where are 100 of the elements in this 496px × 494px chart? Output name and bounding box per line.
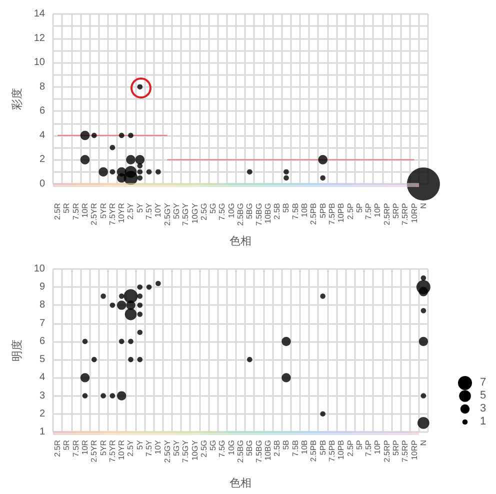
y-tick-label: 12	[34, 32, 46, 44]
x-tick-label: 10YR	[117, 440, 126, 460]
x-tick-label: 10G	[226, 203, 236, 218]
x-tick-label: 7.5YR	[108, 440, 117, 462]
x-tick-label: 5BG	[245, 203, 254, 220]
x-tick-label: 2.5B	[272, 203, 282, 220]
x-tick-label: 10G	[226, 440, 236, 456]
x-tick-label: 2.5YR	[90, 202, 99, 226]
x-tick-label: 5G	[208, 203, 218, 214]
x-tick-label: 5B	[282, 440, 291, 450]
x-tick-label: 7.5R	[71, 202, 80, 220]
y-tick-label: 5	[39, 354, 46, 366]
x-tick-label: 7.5P	[364, 440, 374, 456]
y-tick-label: 2	[39, 408, 46, 420]
x-tick-label: 5BG	[245, 440, 254, 456]
x-tick-label: 5YR	[98, 440, 108, 456]
x-tick-label: 7.5P	[364, 203, 374, 220]
x-tick-label: 2.5GY	[162, 202, 172, 226]
x-tick-label: 7.5R	[71, 440, 80, 457]
x-tick-label: 5RP	[391, 440, 400, 456]
y-tick-label: 0	[39, 178, 46, 190]
x-tick-label: 7.5B	[290, 203, 300, 220]
x-tick-label: N	[418, 202, 428, 209]
y-tick-label: 10	[34, 264, 46, 274]
y-axis-title: 彩度	[10, 88, 24, 110]
x-tick-label: 5GY	[172, 439, 181, 456]
y-tick-label: 3	[39, 390, 46, 402]
x-tick-label: 10RP	[410, 440, 419, 460]
x-tick-label: 10R	[80, 440, 90, 455]
x-tick-label: 7.5RP	[400, 203, 410, 226]
x-tick-label: 7.5B	[290, 440, 300, 456]
x-tick-label: 10P	[373, 203, 382, 218]
x-tick-label: 2.5R	[53, 440, 62, 457]
y-axis-title: 明度	[10, 340, 24, 362]
x-tick-label: 10B	[300, 203, 310, 218]
legend-label: 5	[480, 390, 486, 402]
y-tick-label: 7	[39, 318, 46, 329]
y-tick-label: 2	[39, 154, 46, 166]
x-tick-label: 5G	[208, 440, 218, 451]
x-tick-label: 10PB	[336, 203, 346, 223]
x-tick-label: 2.5PB	[309, 203, 318, 225]
x-tick-label: 2.5G	[199, 203, 208, 220]
x-tick-label: 7.5PB	[327, 203, 336, 225]
x-tick-label: N	[418, 440, 428, 446]
y-tick-label: 4	[39, 372, 46, 384]
x-tick-label: 5RP	[391, 203, 400, 219]
x-tick-label: 2.5PB	[309, 440, 318, 462]
x-axis-title: 色相	[230, 234, 252, 248]
y-tick-label: 9	[39, 282, 46, 293]
x-tick-label: 7.5GY	[181, 439, 190, 463]
x-tick-label: 5YR	[98, 202, 108, 219]
x-tick-label: 7.5GY	[181, 202, 190, 226]
x-tick-label: 5B	[282, 203, 291, 213]
x-tick-label: 7.5BG	[254, 203, 264, 226]
legend-label: 7	[480, 376, 486, 388]
y-tick-label: 4	[39, 130, 46, 141]
x-tick-label: 10P	[373, 440, 382, 454]
x-tick-label: 10B	[300, 440, 310, 454]
x-tick-label: 10PB	[336, 440, 346, 460]
y-tick-label: 8	[39, 81, 46, 92]
x-tick-label: 2.5R	[53, 202, 62, 220]
x-tick-label: 10RP	[410, 203, 419, 224]
x-tick-label: 2.5YR	[90, 440, 99, 462]
x-tick-label: 5PB	[318, 440, 328, 456]
x-tick-label: 2.5P	[346, 440, 355, 456]
x-tick-label: 7.5G	[218, 203, 227, 220]
x-tick-label: 5Y	[135, 439, 144, 450]
x-tick-label: 5P	[354, 440, 364, 450]
y-tick-label: 1	[39, 426, 46, 438]
x-tick-label: 5GY	[172, 202, 181, 220]
x-tick-label: 7.5PB	[327, 440, 336, 462]
x-tick-label: 7.5RP	[400, 440, 410, 462]
x-tick-label: 10BG	[263, 203, 272, 224]
x-tick-label: 7.5YR	[108, 202, 117, 226]
x-tick-label: 2.5BG	[236, 203, 245, 226]
x-tick-label: 7.5Y	[144, 439, 154, 456]
y-tick-label: 8	[39, 300, 46, 311]
x-tick-label: 10R	[80, 202, 90, 218]
x-tick-label: 10BG	[263, 440, 272, 460]
x-tick-label: 10GY	[190, 439, 200, 460]
legend-label: 3	[480, 402, 486, 414]
x-tick-label: 10Y	[154, 202, 163, 218]
x-tick-label: 2.5Y	[126, 202, 136, 220]
x-tick-label: 2.5RP	[382, 440, 392, 462]
x-tick-label: 2.5BG	[236, 440, 245, 463]
x-tick-label: 10Y	[154, 439, 163, 454]
x-tick-label: 2.5GY	[162, 439, 172, 463]
x-tick-label: 10GY	[190, 202, 200, 224]
x-tick-label: 5Y	[135, 202, 144, 213]
y-tick-label: 6	[39, 336, 46, 347]
y-tick-label: 6	[39, 106, 46, 117]
x-tick-label: 7.5BG	[254, 440, 264, 463]
y-tick-label: 14	[34, 8, 46, 20]
x-tick-label: 2.5Y	[126, 439, 136, 456]
x-tick-label: 2.5G	[199, 440, 208, 458]
x-tick-label: 7.5G	[218, 440, 227, 458]
x-tick-label: 2.5RP	[382, 203, 392, 226]
x-tick-label: 5R	[62, 202, 72, 214]
x-tick-label: 2.5B	[272, 440, 282, 456]
x-axis-title: 色相	[230, 476, 252, 490]
